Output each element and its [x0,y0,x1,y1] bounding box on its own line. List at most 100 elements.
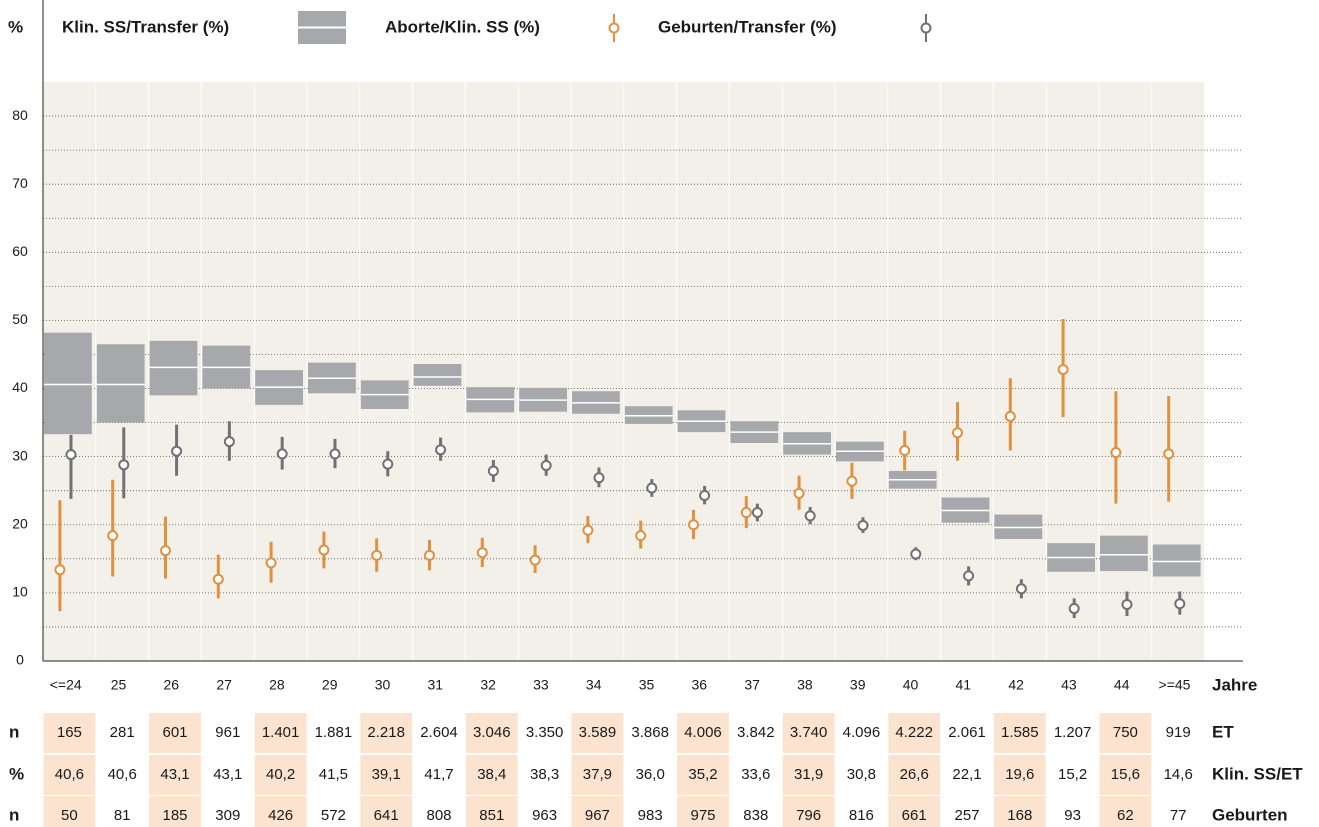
point [699,489,711,501]
x-tick-label: 31 [428,677,444,693]
cell: 30,8 [847,766,876,783]
cell: 2.604 [420,724,458,741]
point [1174,598,1186,610]
cell: 975 [690,807,715,824]
x-tick-label: 27 [216,677,232,693]
x-tick-label: <=24 [50,677,82,693]
legend-label: Aborte/Klin. SS (%) [385,17,540,36]
legend-label: Geburten/Transfer (%) [658,17,837,36]
cell-bg [677,796,729,827]
legend-label: Klin. SS/Transfer (%) [62,17,229,36]
x-tick-label: 26 [164,677,180,693]
x-tick-label: 33 [533,677,549,693]
y-tick-label: 80 [12,107,28,123]
cell: 3.589 [579,724,617,741]
column-bg [941,82,993,661]
cell: 165 [57,724,82,741]
point [963,570,975,582]
x-tick-label: 30 [375,677,391,693]
column-bg [1099,82,1152,661]
point [529,554,541,566]
row-unit: n [9,805,19,824]
x-tick-label: 40 [903,677,919,693]
cell: 39,1 [372,766,401,783]
ci-box [44,332,92,435]
cell: 661 [902,807,927,824]
point [910,548,922,560]
cell: 3.868 [631,724,669,741]
point [1057,363,1069,375]
cell: 3.046 [473,724,511,741]
point [159,545,171,557]
cell: 808 [426,807,451,824]
x-tick-label: 36 [692,677,708,693]
y-tick-label: 70 [12,175,28,191]
cell: 3.842 [737,724,775,741]
point [635,530,647,542]
ci-box [413,364,462,386]
y-tick-label: 10 [12,584,28,600]
y-axis-label: % [8,17,23,36]
x-tick-label: 42 [1008,677,1024,693]
y-tick-label: 40 [12,379,28,395]
cell-bg [571,796,624,827]
x-tick-label: >=45 [1159,677,1191,693]
cell-bg [1099,796,1152,827]
cell-bg [1099,755,1152,795]
column-bg [624,82,677,661]
column-bg [571,82,624,661]
point [687,519,699,531]
point [329,448,341,460]
cell: 40,6 [108,766,137,783]
cell: 963 [532,807,557,824]
column-bg [677,82,729,661]
point [318,544,330,556]
x-tick-label: 38 [797,677,813,693]
point [951,427,963,439]
cell-bg [254,755,307,795]
legend-swatch [608,22,620,34]
x-tick-label: 28 [269,677,285,693]
cell-bg [360,796,413,827]
x-tick-label: 41 [956,677,972,693]
cell: 43,1 [213,766,242,783]
point [171,445,183,457]
cell: 967 [585,807,610,824]
ci-box [1152,544,1201,577]
cell-bg [254,713,307,753]
cell: 14,6 [1164,766,1193,783]
cell: 26,6 [900,766,929,783]
cell-bg [571,755,624,795]
cell: 2.061 [948,724,986,741]
cell: 309 [215,807,240,824]
column-bg [518,82,571,661]
cell-bg [888,755,941,795]
cell: 22,1 [952,766,981,783]
cell: 838 [743,807,768,824]
legend: % Klin. SS/Transfer (%) Aborte/Klin. SS … [8,17,837,36]
cell: 38,4 [477,766,506,783]
row-label: ET [1212,722,1234,741]
point [1004,410,1016,422]
cell: 641 [374,807,399,824]
cell-bg [43,796,96,827]
x-tick-label: 34 [586,677,602,693]
cell: 750 [1113,724,1138,741]
cell: 50 [61,807,78,824]
cell-bg [677,713,729,753]
cell: 15,6 [1111,766,1140,783]
point [107,530,119,542]
legend-swatch [920,22,932,34]
cell-bg [782,796,835,827]
cell: 38,3 [530,766,559,783]
cell-bg [360,713,413,753]
cell: 961 [215,724,240,741]
cell: 3.740 [790,724,828,741]
cell: 15,2 [1058,766,1087,783]
y-tick-label: 50 [12,311,28,327]
cell-bg [782,755,835,795]
column-bg [993,82,1046,661]
cell: 185 [162,807,187,824]
cell-bg [993,755,1046,795]
point [857,519,869,531]
